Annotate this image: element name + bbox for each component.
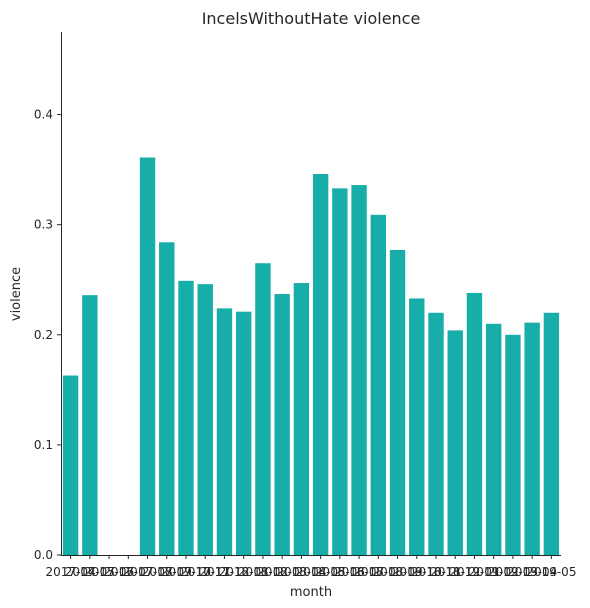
x-tick-label: 2018-02 <box>238 565 288 579</box>
bars-group <box>62 157 560 556</box>
bar-2017-12 <box>216 308 233 555</box>
x-tick-label: 2018-08 <box>353 565 403 579</box>
bar-2017-11 <box>197 284 213 555</box>
x-tick-label: 2017-10 <box>161 565 211 579</box>
x-tick-label: 2017-08 <box>122 565 172 579</box>
bar-2018-05 <box>312 174 329 556</box>
bar-2017-08 <box>139 157 156 555</box>
x-tick-label: 2018-09 <box>372 565 422 579</box>
bar-2018-03 <box>274 294 290 555</box>
bar-2017-05 <box>82 295 98 555</box>
bar-2018-10 <box>409 298 425 555</box>
y-axis-label: violence <box>9 267 24 321</box>
x-tick-label: 2018-04 <box>276 565 326 579</box>
bar-2019-01 <box>466 292 483 555</box>
bar-2018-06 <box>332 188 348 555</box>
y-tick-label: 0.2 <box>34 328 53 342</box>
bar-2019-05 <box>543 312 560 555</box>
x-tick-label: 2017-06 <box>84 565 134 579</box>
x-tick-label: 2019-01 <box>449 565 499 579</box>
x-tick-label: 2017-11 <box>180 565 230 579</box>
x-tick-label: 2018-03 <box>257 565 307 579</box>
x-tick-label: 2019-03 <box>488 565 538 579</box>
x-tick-label: 2017-04 <box>46 565 96 579</box>
y-axis: 0.0 0.1 0.2 0.3 0.4 <box>34 32 62 562</box>
chart-title: IncelsWithoutHate violence <box>202 9 421 28</box>
bar-2018-12 <box>447 330 463 555</box>
bar-2017-04 <box>62 375 79 555</box>
y-tick-label: 0.4 <box>34 108 53 122</box>
x-tick-label: 2017-05 <box>65 565 115 579</box>
x-tick-label: 2018-01 <box>219 565 269 579</box>
y-tick-label: 0.1 <box>34 438 53 452</box>
bar-2019-02 <box>486 323 502 555</box>
x-tick-label: 2019-04 <box>507 565 557 579</box>
bar-2019-04 <box>524 322 540 555</box>
x-tick-label: 2018-05 <box>296 565 346 579</box>
bar-2018-01 <box>236 311 252 555</box>
x-tick-label: 2017-07 <box>103 565 153 579</box>
bar-2019-03 <box>505 334 521 555</box>
x-tick-label: 2019-02 <box>469 565 519 579</box>
y-tick-label: 0.3 <box>34 218 53 232</box>
x-tick-label: 2018-07 <box>334 565 384 579</box>
bar-2018-02 <box>255 263 271 555</box>
x-tick-label: 2018-11 <box>411 565 461 579</box>
x-tick-label: 2017-09 <box>142 565 192 579</box>
x-axis-label: month <box>290 585 332 600</box>
bar-2018-07 <box>351 185 367 555</box>
bar-2017-09 <box>159 242 175 555</box>
y-tick-label: 0.0 <box>34 548 53 562</box>
x-tick-label: 2018-12 <box>430 565 480 579</box>
x-tick-label: 2017-12 <box>199 565 249 579</box>
bar-2018-11 <box>428 312 444 555</box>
x-axis: 2017-042017-052017-062017-072017-082017-… <box>46 555 576 579</box>
x-tick-label: 2018-10 <box>392 565 442 579</box>
bar-2018-08 <box>370 214 386 556</box>
bar-2018-04 <box>293 283 310 555</box>
x-tick-label: 2019-05 <box>526 565 576 579</box>
bar-2017-10 <box>178 280 194 555</box>
bar-2018-09 <box>389 250 406 555</box>
x-tick-label: 2018-06 <box>315 565 365 579</box>
